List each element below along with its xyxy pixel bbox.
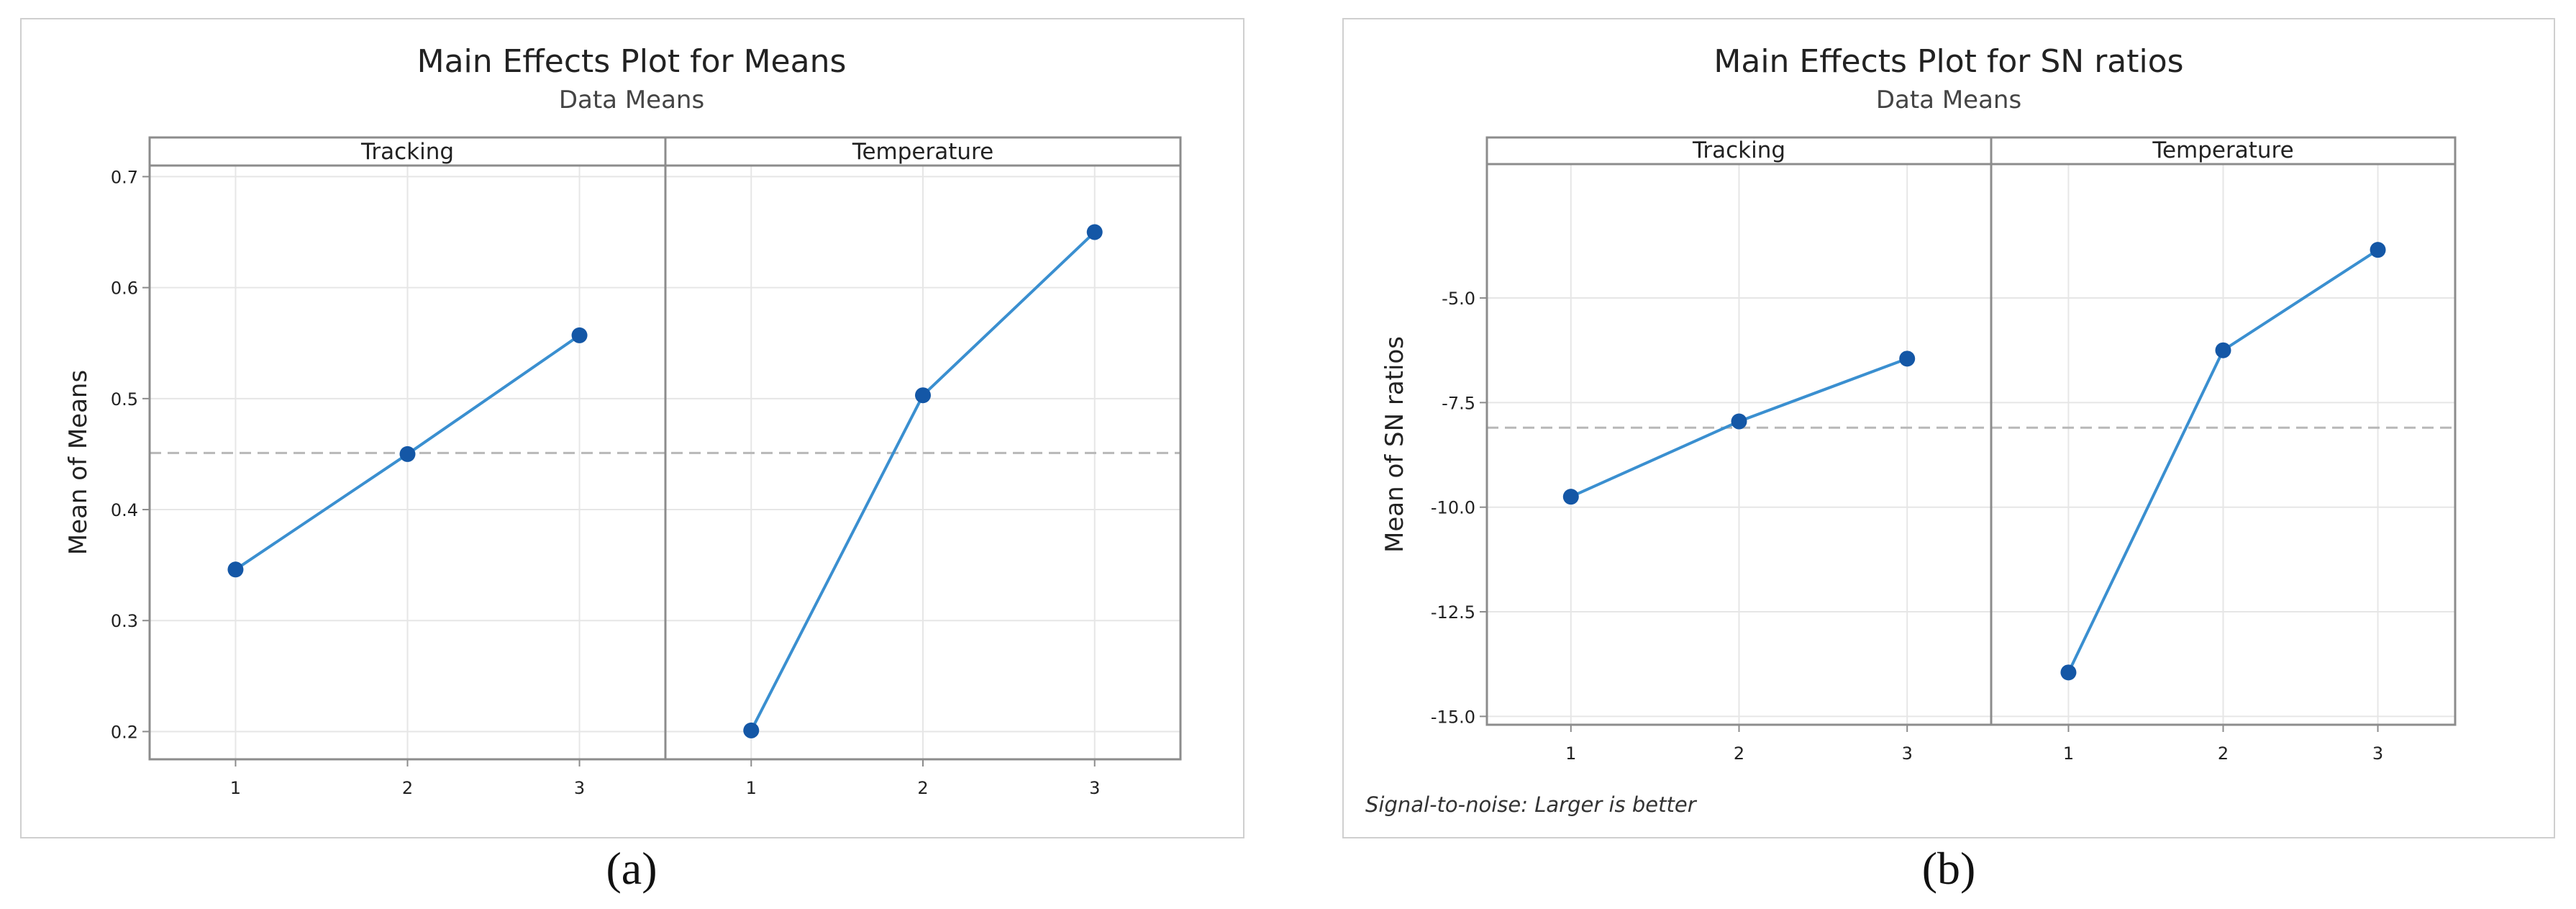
data-point-tracking-1	[227, 561, 244, 578]
y-tick-label: 0.5	[111, 389, 138, 410]
data-point-tracking-1	[1562, 489, 1579, 505]
data-point-tracking-3	[571, 327, 588, 343]
x-tick-label: 3	[574, 778, 585, 798]
y-tick-label: -5.0	[1442, 289, 1475, 309]
y-axis-label: Mean of SN ratios	[1380, 336, 1409, 553]
plot-frame	[1485, 136, 2457, 726]
data-point-temperature-3	[1086, 224, 1103, 240]
data-point-temperature-1	[2060, 664, 2077, 681]
x-tick-label: 3	[2372, 743, 2383, 764]
facet-label-tracking: Tracking	[1692, 137, 1785, 163]
facet-label-tracking: Tracking	[360, 139, 454, 165]
y-tick-label: -12.5	[1431, 602, 1475, 623]
x-tick-label: 1	[746, 778, 757, 798]
chart-subtitle: Data Means	[559, 86, 704, 114]
y-tick-label: 0.4	[111, 500, 138, 520]
y-tick-label: 0.2	[111, 722, 138, 742]
x-tick-label: 2	[1734, 743, 1744, 764]
caption-a: (a)	[606, 843, 657, 894]
caption-b: (b)	[1921, 843, 1976, 894]
x-tick-label: 1	[230, 778, 241, 798]
x-tick-label: 3	[1902, 743, 1913, 764]
y-tick-label: -7.5	[1442, 393, 1475, 413]
data-point-temperature-2	[915, 387, 931, 404]
y-tick-label: 0.6	[111, 279, 138, 299]
x-tick-label: 1	[1565, 743, 1576, 764]
chart-panel-a-frame	[20, 18, 1244, 838]
y-tick-label: -15.0	[1431, 707, 1475, 727]
x-tick-label: 2	[2218, 743, 2229, 764]
chart-footnote: Signal-to-noise: Larger is better	[1365, 792, 1698, 817]
y-tick-label: -10.0	[1431, 498, 1475, 518]
y-tick-label: 0.3	[111, 611, 138, 631]
data-point-tracking-2	[1731, 413, 1747, 430]
chart-title: Main Effects Plot for SN ratios	[1713, 43, 2183, 80]
x-tick-label: 2	[917, 778, 928, 798]
data-point-temperature-1	[743, 722, 760, 738]
data-point-tracking-3	[1899, 351, 1916, 367]
x-tick-label: 1	[2063, 743, 2074, 764]
x-tick-label: 2	[402, 778, 413, 798]
y-axis-label: Mean of Means	[64, 370, 93, 555]
data-point-temperature-3	[2370, 242, 2386, 258]
facet-label-temperature: Temperature	[852, 139, 993, 165]
y-tick-label: 0.7	[111, 167, 138, 187]
data-point-tracking-2	[399, 446, 416, 462]
data-point-temperature-2	[2215, 342, 2231, 358]
chart-title: Main Effects Plot for Means	[417, 43, 847, 80]
chart-subtitle: Data Means	[1876, 86, 2021, 114]
x-tick-label: 3	[1089, 778, 1100, 798]
facet-label-temperature: Temperature	[2152, 137, 2293, 163]
